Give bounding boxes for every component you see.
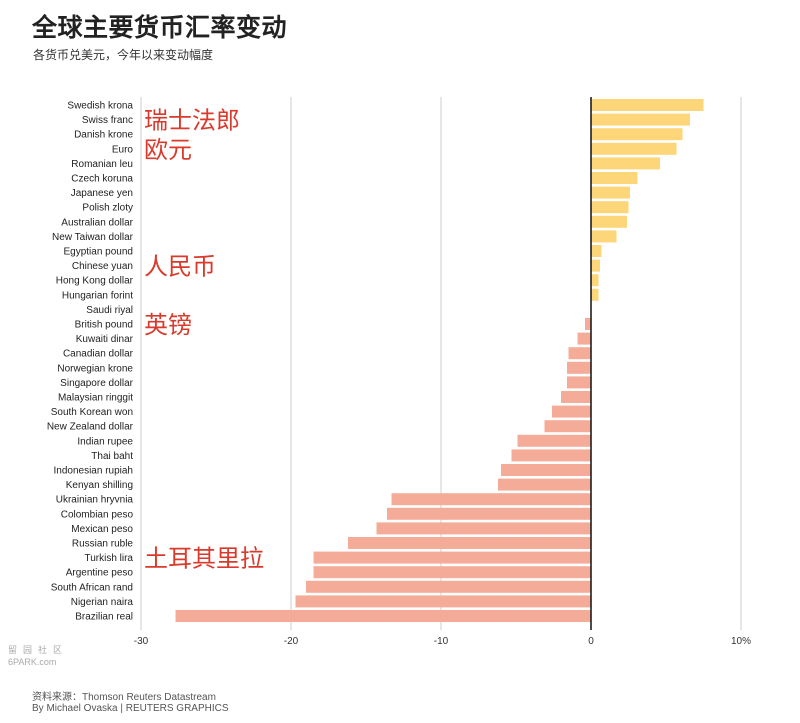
- category-label: Kenyan shilling: [66, 480, 133, 491]
- category-label: Euro: [112, 144, 134, 155]
- category-label: Indian rupee: [77, 436, 133, 447]
- bar: [591, 142, 677, 155]
- currency-annotation: 人民币: [144, 253, 216, 281]
- bar: [585, 318, 591, 330]
- bar: [568, 347, 591, 360]
- bar: [391, 493, 591, 506]
- bar: [175, 610, 591, 622]
- category-label: Japanese yen: [71, 188, 133, 199]
- bar: [306, 580, 591, 593]
- bar: [552, 405, 591, 418]
- currency-annotation: 瑞士法郎: [144, 107, 240, 135]
- x-tick-label: -20: [284, 636, 299, 647]
- category-label: South Korean won: [51, 407, 133, 418]
- category-label: Egyptian pound: [63, 247, 133, 258]
- watermark-sub: 6PARK.com: [8, 657, 57, 667]
- category-label: Ukrainian hryvnia: [56, 495, 134, 506]
- bar: [313, 566, 591, 579]
- bar: [561, 391, 591, 403]
- category-label: Nigerian naira: [71, 597, 134, 608]
- bar: [591, 128, 683, 141]
- bar: [511, 449, 591, 462]
- category-label: Chinese yuan: [72, 261, 133, 272]
- category-label: Singapore dollar: [60, 378, 133, 389]
- category-label: Canadian dollar: [63, 349, 134, 360]
- x-tick-label: 10%: [731, 636, 751, 647]
- x-tick-label: -30: [134, 636, 149, 647]
- bar: [348, 537, 591, 549]
- bar: [591, 201, 629, 214]
- category-label: Mexican peso: [71, 524, 133, 535]
- x-tick-label: -10: [434, 636, 449, 647]
- bar: [376, 522, 591, 535]
- category-label: New Taiwan dollar: [52, 232, 134, 243]
- bar: [591, 288, 599, 301]
- category-label: South African rand: [51, 582, 133, 593]
- bar: [501, 464, 591, 476]
- category-label: Hong Kong dollar: [56, 276, 134, 287]
- bar: [591, 186, 630, 199]
- category-label: Polish zloty: [82, 203, 133, 214]
- bar: [591, 230, 617, 243]
- x-tick-label: 0: [588, 636, 594, 647]
- bar: [313, 551, 591, 564]
- currency-annotation: 英镑: [144, 311, 192, 339]
- bar: [591, 113, 690, 126]
- category-label: Swiss franc: [82, 115, 133, 126]
- category-label: Norwegian krone: [57, 363, 133, 374]
- category-label: British pound: [75, 320, 133, 331]
- bar: [591, 99, 704, 111]
- category-label: Argentine peso: [66, 568, 134, 579]
- chart-title: 全球主要货币汇率变动: [32, 14, 288, 42]
- category-label: Thai baht: [91, 451, 133, 462]
- category-label: Czech koruna: [71, 174, 133, 185]
- bar: [567, 361, 591, 374]
- category-label: Russian ruble: [72, 539, 134, 550]
- category-label: Turkish lira: [84, 553, 133, 564]
- category-label: New Zealand dollar: [47, 422, 134, 433]
- category-label: Australian dollar: [61, 217, 133, 228]
- watermark: 留园社区 6PARK.com: [8, 646, 68, 668]
- category-label: Swedish krona: [67, 101, 133, 112]
- credit-note: By Michael Ovaska | REUTERS GRAPHICS: [32, 703, 229, 714]
- bar: [295, 595, 591, 608]
- category-label: Malaysian ringgit: [58, 393, 133, 404]
- category-label: Indonesian rupiah: [53, 466, 133, 477]
- currency-annotation: 欧元: [144, 136, 192, 164]
- bar: [591, 215, 627, 228]
- category-label: Romanian leu: [71, 159, 133, 170]
- bar: [517, 434, 591, 447]
- bar: [498, 478, 591, 491]
- category-label: Kuwaiti dinar: [76, 334, 134, 345]
- category-label: Danish krone: [74, 130, 133, 141]
- bar-chart: Swedish krona Swiss franc Danish krone Euro…: [47, 97, 751, 647]
- source-note: 资料来源：Thomson Reuters Datastream: [32, 692, 216, 703]
- bar: [577, 332, 591, 345]
- bar: [387, 507, 591, 520]
- category-label: Brazilian real: [75, 612, 133, 623]
- watermark-main: 留园社区: [8, 646, 69, 656]
- bar: [591, 245, 602, 257]
- chart-subtitle: 各货币兑美元，今年以来变动幅度: [33, 48, 214, 62]
- bar: [591, 259, 600, 272]
- currency-annotation: 土耳其里拉: [144, 545, 264, 573]
- bar: [591, 274, 599, 287]
- category-label: Saudi riyal: [86, 305, 133, 316]
- bar: [544, 420, 591, 433]
- category-label: Hungarian forint: [62, 290, 133, 301]
- bar: [591, 172, 638, 184]
- bar: [591, 157, 660, 170]
- bar: [567, 376, 591, 389]
- category-label: Colombian peso: [61, 509, 134, 520]
